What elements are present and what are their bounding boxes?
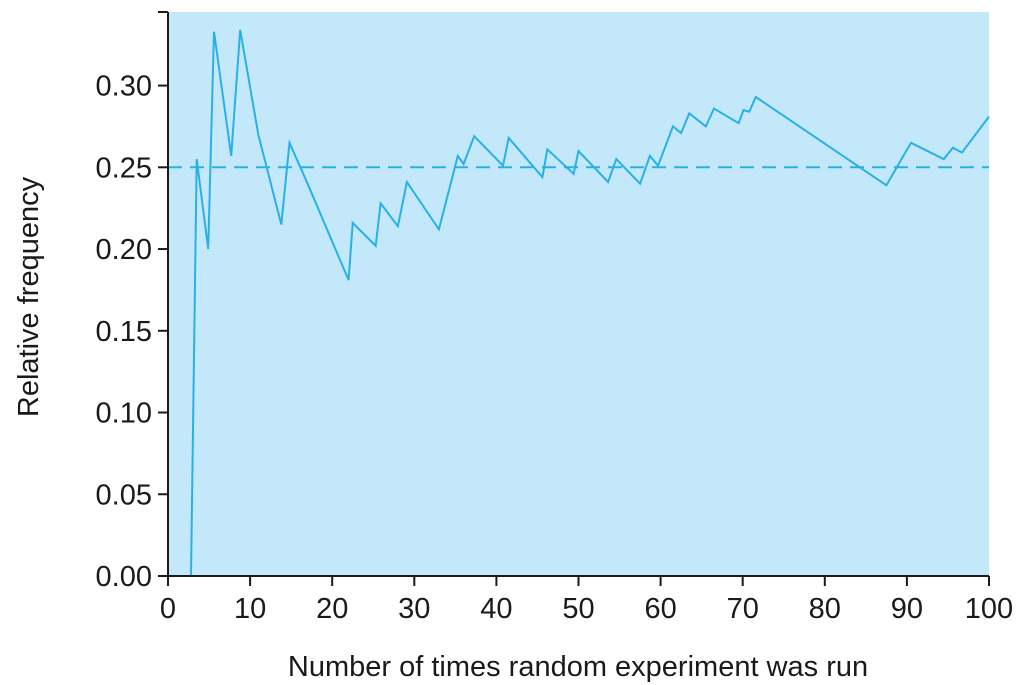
x-tick-label: 70 [727, 593, 759, 625]
y-tick-label: 0.25 [96, 152, 152, 184]
x-tick-label: 40 [480, 593, 512, 625]
plot-area [168, 12, 989, 576]
y-tick-label: 0.05 [96, 479, 152, 511]
x-tick-label: 20 [316, 593, 348, 625]
x-tick-label: 80 [809, 593, 841, 625]
y-tick-label: 0.00 [96, 561, 152, 593]
x-tick-label: 10 [234, 593, 266, 625]
series-line [190, 29, 990, 577]
x-tick-label: 100 [965, 593, 1013, 625]
x-axis-title: Number of times random experiment was ru… [288, 651, 868, 683]
x-tick-label: 30 [398, 593, 430, 625]
y-tick-label: 0.15 [96, 316, 152, 348]
x-tick-label: 90 [891, 593, 923, 625]
x-tick-label: 0 [160, 593, 176, 625]
y-axis-title: Relative frequency [13, 176, 45, 417]
x-tick-label: 50 [562, 593, 594, 625]
y-tick-label: 0.20 [96, 234, 152, 266]
y-tick-label: 0.10 [96, 398, 152, 430]
x-tick-label: 60 [644, 593, 676, 625]
y-tick-label: 0.30 [96, 71, 152, 103]
